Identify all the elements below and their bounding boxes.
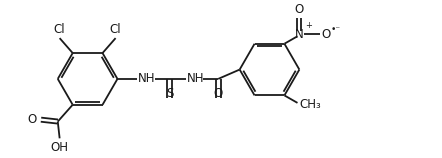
Text: S: S — [166, 87, 173, 100]
Text: O: O — [213, 87, 223, 100]
Text: Cl: Cl — [54, 23, 65, 36]
Text: NH: NH — [187, 72, 204, 85]
Text: O: O — [322, 28, 331, 41]
Text: N: N — [295, 28, 304, 41]
Text: CH₃: CH₃ — [299, 98, 321, 111]
Text: •⁻: •⁻ — [330, 25, 340, 34]
Text: OH: OH — [51, 141, 69, 154]
Text: Cl: Cl — [110, 23, 122, 36]
Text: +: + — [305, 21, 312, 30]
Text: NH: NH — [138, 72, 156, 85]
Text: O: O — [27, 113, 36, 126]
Text: O: O — [295, 3, 304, 16]
